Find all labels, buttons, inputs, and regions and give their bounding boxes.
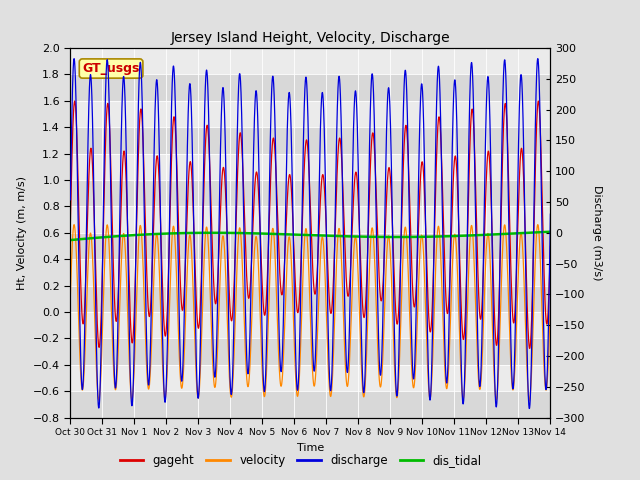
Line: dis_tidal: dis_tidal bbox=[70, 232, 550, 240]
Bar bbox=[70, 233, 550, 259]
Bar bbox=[70, 48, 550, 74]
velocity bbox=[251, 245, 259, 251]
discharge bbox=[538, 183, 545, 189]
Bar bbox=[70, 127, 550, 154]
Bar bbox=[70, 259, 550, 286]
discharge bbox=[547, 211, 554, 217]
Bar bbox=[70, 338, 550, 365]
dis_tidal bbox=[251, 230, 259, 236]
Bar bbox=[70, 206, 550, 233]
gageht bbox=[547, 243, 554, 249]
discharge bbox=[251, 110, 259, 116]
velocity bbox=[67, 293, 74, 299]
Y-axis label: Discharge (m3/s): Discharge (m3/s) bbox=[593, 185, 602, 280]
dis_tidal bbox=[271, 231, 279, 237]
discharge bbox=[122, 106, 129, 111]
Bar bbox=[70, 286, 550, 312]
dis_tidal bbox=[67, 237, 74, 243]
gageht bbox=[486, 156, 493, 161]
Line: gageht: gageht bbox=[70, 101, 550, 348]
dis_tidal bbox=[485, 232, 493, 238]
Title: Jersey Island Height, Velocity, Discharge: Jersey Island Height, Velocity, Discharg… bbox=[171, 32, 450, 46]
Bar bbox=[70, 180, 550, 206]
velocity bbox=[486, 243, 493, 249]
velocity bbox=[122, 247, 129, 252]
discharge bbox=[70, 56, 78, 61]
velocity bbox=[150, 276, 157, 282]
Bar bbox=[70, 312, 550, 338]
discharge bbox=[67, 197, 74, 203]
discharge bbox=[525, 406, 533, 411]
velocity bbox=[271, 262, 279, 267]
gageht bbox=[150, 216, 157, 222]
gageht bbox=[71, 98, 79, 104]
Line: discharge: discharge bbox=[70, 59, 550, 408]
dis_tidal bbox=[150, 231, 157, 237]
discharge bbox=[271, 141, 279, 147]
velocity bbox=[538, 285, 545, 291]
Bar bbox=[70, 391, 550, 418]
Y-axis label: Ht, Velocity (m, m/s): Ht, Velocity (m, m/s) bbox=[17, 176, 28, 290]
velocity bbox=[525, 397, 533, 403]
Bar bbox=[70, 101, 550, 127]
X-axis label: Time: Time bbox=[297, 443, 324, 453]
Legend: gageht, velocity, discharge, dis_tidal: gageht, velocity, discharge, dis_tidal bbox=[115, 449, 486, 472]
gageht bbox=[67, 219, 74, 225]
velocity bbox=[547, 300, 554, 306]
dis_tidal bbox=[122, 233, 129, 239]
discharge bbox=[486, 99, 493, 105]
gageht bbox=[538, 159, 545, 165]
Bar bbox=[70, 365, 550, 391]
dis_tidal bbox=[537, 229, 545, 235]
Bar bbox=[70, 74, 550, 101]
velocity bbox=[70, 222, 78, 228]
gageht bbox=[271, 157, 279, 163]
gageht bbox=[251, 187, 259, 192]
Line: velocity: velocity bbox=[70, 225, 550, 400]
dis_tidal bbox=[547, 229, 554, 235]
Bar bbox=[70, 154, 550, 180]
Text: GT_usgs: GT_usgs bbox=[83, 62, 140, 75]
discharge bbox=[150, 165, 157, 171]
gageht bbox=[122, 159, 129, 165]
gageht bbox=[525, 346, 533, 351]
